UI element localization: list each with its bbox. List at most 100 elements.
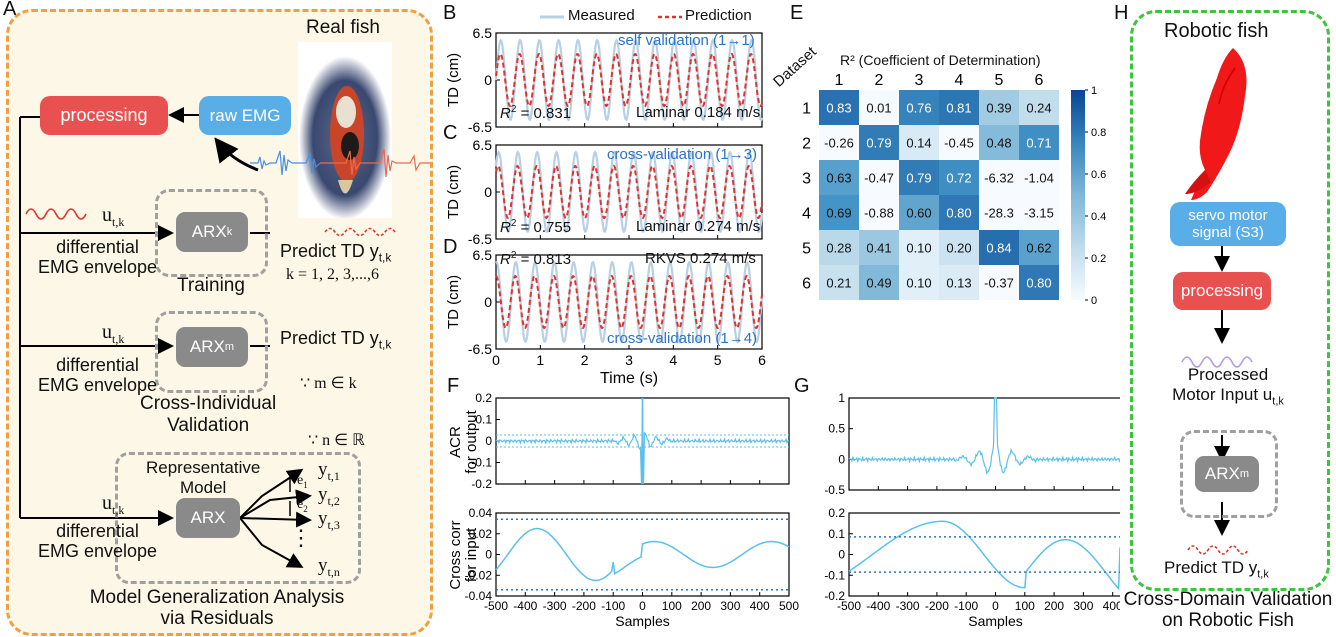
heatmap-cell-5-2: [899, 265, 939, 300]
heatmap-cell-2-5: [1019, 160, 1059, 195]
plot-c-title: cross-validation (1→3): [607, 146, 758, 163]
heatmap-cell-1-4: [979, 125, 1019, 160]
heatmap-value-1-5: 0.71: [1026, 136, 1051, 151]
heatmap-row-label-3: 4: [802, 206, 811, 223]
heatmap-value-0-3: 0.81: [946, 101, 971, 116]
heatmap-value-1-1: 0.79: [866, 136, 891, 151]
td-legend: [540, 15, 682, 19]
heatmap-value-0-2: 0.76: [906, 101, 931, 116]
heatmap-cell-5-1: [859, 265, 899, 300]
heatmap-cell-5-3: [939, 265, 979, 300]
diff-label-3: differential EMG envelope: [38, 521, 158, 561]
heatmap-value-1-2: 0.14: [906, 136, 931, 151]
heatmap-value-3-0: 0.69: [826, 206, 851, 221]
u-label-1: ut,k: [102, 204, 125, 229]
u-label-2: ut,k: [102, 321, 125, 346]
td-ytick-label-1-0: 6.5: [473, 137, 493, 153]
heatmap-cell-2-4: [979, 160, 1019, 195]
g-xlabel: Samples: [968, 613, 1022, 629]
heatmap-cell-4-1: [859, 230, 899, 265]
heatmap-value-1-3: -0.45: [944, 136, 974, 151]
real-fish-label: Real fish: [306, 17, 380, 38]
heatmap-cell-2-2: [899, 160, 939, 195]
g-acr-frame: [848, 397, 1120, 491]
td-xtick-label-5: 5: [714, 352, 722, 368]
training-label: Training: [177, 275, 245, 296]
emg-trace: [250, 148, 430, 178]
robot-predict-label: Predict TD yt,k: [1164, 558, 1269, 581]
arx-k-sub: k: [226, 226, 233, 238]
real-fish-image: [298, 42, 392, 220]
panel-a-letter: A: [3, 0, 17, 20]
heatmap-row-label-2: 3: [802, 171, 811, 188]
f-cc-y-label-4: -0.04: [465, 589, 493, 603]
plot-d-title: cross-validation (1→4): [607, 330, 758, 347]
panel-b-letter: B: [443, 2, 457, 24]
processed-motor-input-label: Processed Motor Input ut,k: [1172, 365, 1284, 408]
heatmap-value-2-0: 0.63: [826, 171, 851, 186]
heatmap-col-label-5: 6: [1035, 72, 1044, 89]
heatmap-cell-2-3: [939, 160, 979, 195]
f-cc-x-label-4: -100: [601, 599, 625, 613]
heatmap-value-3-3: 0.80: [946, 206, 971, 221]
heatmap-cell-1-3: [939, 125, 979, 160]
vdots: ⋮: [290, 525, 312, 550]
residual-plots: 0.20.10-0.1-0.20.040.020-0.02-0.04-500 -4…: [447, 391, 1120, 629]
f-cc-y-label-3: -0.02: [465, 568, 493, 582]
r2-heatmap: 0.83 0.01 0.76 0.81 0.39 0.24-0.26 0.79 0.14 -0.…: [802, 72, 1106, 307]
robotic-fish-image: [1185, 48, 1247, 200]
heatmap-value-2-4: -6.32: [984, 171, 1014, 186]
panel-e-letter: E: [790, 2, 804, 24]
plot-b-flow: Laminar 0.184 m/s: [636, 104, 761, 121]
g-cc-x-label-4: -100: [954, 599, 978, 613]
arx-k-box: ARX k: [176, 212, 248, 252]
heatmap-value-4-0: 0.28: [826, 241, 851, 256]
heatmap-value-5-0: 0.21: [826, 276, 851, 291]
g-cc-x-label-5: 0: [992, 599, 999, 613]
heatmap-value-2-1: -0.47: [864, 171, 894, 186]
heatmap-cell-1-2: [899, 125, 939, 160]
g-cc-x-label-2: -300: [896, 599, 920, 613]
g-acr-y-label-1: 0.5: [828, 422, 845, 436]
y-label-n: yt,n: [318, 555, 340, 579]
robot-arx-m-box: ARX m: [1195, 456, 1259, 492]
g-acr-y-label-0: 1: [838, 391, 845, 405]
panel-h-letter: H: [1114, 2, 1129, 24]
heatmap-value-2-2: 0.79: [906, 171, 931, 186]
g-cc-y-label-0: 0.2: [828, 506, 845, 520]
colorbar-tick-label-3: 0.4: [1091, 211, 1106, 223]
f-cc-x-label-2: -300: [543, 599, 567, 613]
arx-k-label: ARX: [191, 222, 227, 241]
f-acr-y-label-2: 0: [485, 434, 492, 448]
colorbar-tick-label-2: 0.6: [1091, 169, 1106, 181]
heatmap-value-4-5: 0.62: [1026, 241, 1051, 256]
heatmap-cell-2-1: [859, 160, 899, 195]
heatmap-title: R² (Coefficient of Determination): [840, 52, 1041, 68]
f-cc-x-label-7: 200: [691, 599, 711, 613]
td-xtick-label-0: 0: [492, 352, 500, 368]
f-cc-frame: [495, 512, 790, 597]
plot-d-r2: R2 = 0.813: [500, 250, 572, 268]
td-series-measured-2: [495, 260, 764, 344]
heatmap-cell-5-5: [1019, 265, 1059, 300]
heatmap-cell-1-1: [859, 125, 899, 160]
colorbar-tick-label-0: 1: [1091, 85, 1097, 97]
colorbar-tick-label-5: 0: [1091, 295, 1097, 307]
heatmap-value-4-4: 0.84: [986, 241, 1011, 256]
heatmap-cell-4-4: [979, 230, 1019, 265]
cross-individual-dashed-box: [155, 311, 268, 393]
td-series-prediction-0: [495, 53, 763, 108]
heatmap-value-0-4: 0.39: [986, 101, 1011, 116]
td-xlabel: Time (s): [600, 370, 658, 387]
heatmap-value-1-4: 0.48: [986, 136, 1011, 151]
heatmap-cell-3-4: [979, 195, 1019, 230]
g-cc-x-label-0: -500: [837, 599, 861, 613]
plot-b-r2: R2 = 0.831: [500, 104, 572, 122]
colorbar: [1071, 90, 1085, 300]
td-ytick-label-0-1: 0: [484, 72, 492, 88]
arx-rep-box: ARX: [176, 498, 240, 538]
heatmap-cell-3-0: [819, 195, 859, 230]
g-cc-x-label-7: 200: [1044, 599, 1064, 613]
training-dashed-box: [155, 189, 268, 277]
arx-m-label: ARX: [189, 337, 225, 356]
